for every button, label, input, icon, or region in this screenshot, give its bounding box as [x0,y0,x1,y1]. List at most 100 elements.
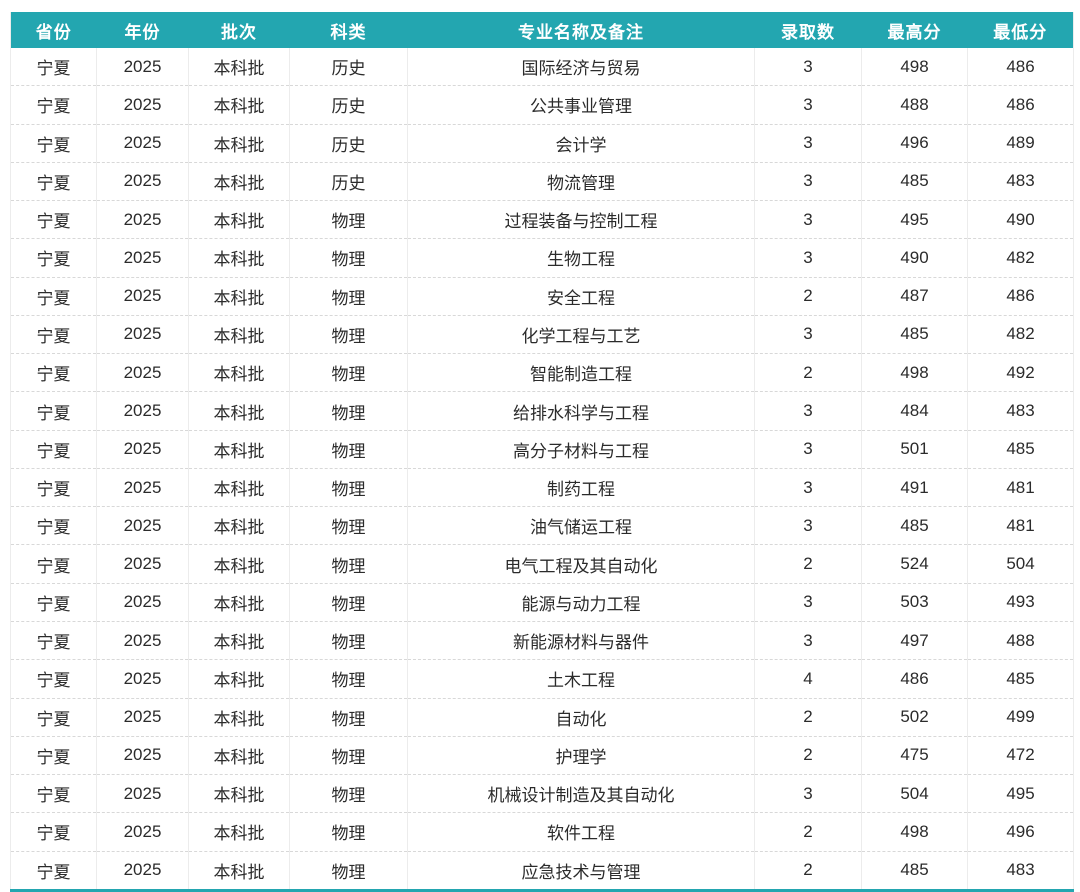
table-cell-lowest-score: 496 [967,812,1074,852]
table-cell-admitted-count: 2 [754,544,862,584]
table-row: 宁夏 2025 本科批 历史 国际经济与贸易 3 498 486 [10,48,1074,86]
table-cell-year: 2025 [96,582,189,622]
table-cell-lowest-score: 483 [967,391,1074,431]
table-cell-year: 2025 [96,314,189,354]
table-cell-lowest-score: 481 [967,506,1074,545]
table-cell-subject-type: 历史 [289,85,408,125]
table-cell-admitted-count: 2 [754,353,862,392]
table-cell-batch: 本科批 [188,620,290,660]
table-cell-subject-type: 物理 [289,544,408,584]
table-cell-province: 宁夏 [10,353,97,392]
table-cell-batch: 本科批 [188,85,290,125]
table-cell-batch: 本科批 [188,544,290,584]
table-cell-subject-type: 物理 [289,353,408,392]
table-row: 宁夏 2025 本科批 物理 过程装备与控制工程 3 495 490 [10,200,1074,239]
table-cell-batch: 本科批 [188,161,290,201]
table-cell-admitted-count: 2 [754,697,862,737]
table-row: 宁夏 2025 本科批 物理 电气工程及其自动化 2 524 504 [10,544,1074,584]
table-cell-lowest-score: 493 [967,582,1074,622]
table-cell-batch: 本科批 [188,48,290,86]
table-cell-major-name: 电气工程及其自动化 [407,544,755,584]
table-cell-lowest-score: 504 [967,544,1074,584]
table-row: 宁夏 2025 本科批 物理 油气储运工程 3 485 481 [10,506,1074,545]
table-cell-province: 宁夏 [10,85,97,125]
table-cell-batch: 本科批 [188,850,290,891]
table-cell-province: 宁夏 [10,735,97,775]
table-cell-highest-score: 485 [861,161,968,201]
table-cell-province: 宁夏 [10,161,97,201]
table-cell-admitted-count: 3 [754,200,862,239]
table-cell-subject-type: 物理 [289,314,408,354]
table-cell-major-name: 物流管理 [407,161,755,201]
table-row: 宁夏 2025 本科批 物理 智能制造工程 2 498 492 [10,353,1074,392]
table-cell-major-name: 自动化 [407,697,755,737]
table-cell-province: 宁夏 [10,544,97,584]
table-cell-year: 2025 [96,620,189,660]
table-cell-year: 2025 [96,467,189,507]
table-cell-year: 2025 [96,276,189,316]
table-cell-major-name: 软件工程 [407,812,755,852]
table-cell-highest-score: 498 [861,353,968,392]
table-cell-subject-type: 物理 [289,429,408,469]
table-cell-major-name: 能源与动力工程 [407,582,755,622]
table-cell-province: 宁夏 [10,391,97,431]
table-cell-batch: 本科批 [188,238,290,278]
table-cell-highest-score: 501 [861,429,968,469]
table-cell-lowest-score: 485 [967,659,1074,699]
table-cell-admitted-count: 3 [754,238,862,278]
table-cell-admitted-count: 2 [754,812,862,852]
table-cell-province: 宁夏 [10,276,97,316]
table-cell-batch: 本科批 [188,314,290,354]
table-cell-batch: 本科批 [188,659,290,699]
table-cell-subject-type: 物理 [289,238,408,278]
table-cell-year: 2025 [96,161,189,201]
table-cell-lowest-score: 483 [967,850,1074,891]
table-cell-highest-score: 485 [861,850,968,891]
table-cell-subject-type: 物理 [289,276,408,316]
table-cell-province: 宁夏 [10,429,97,469]
table-cell-subject-type: 物理 [289,582,408,622]
column-header-year: 年份 [96,12,189,48]
table-cell-major-name: 安全工程 [407,276,755,316]
table-cell-subject-type: 历史 [289,123,408,163]
table-row: 宁夏 2025 本科批 物理 高分子材料与工程 3 501 485 [10,429,1074,469]
table-cell-year: 2025 [96,353,189,392]
table-row: 宁夏 2025 本科批 物理 应急技术与管理 2 485 483 [10,850,1074,891]
table-cell-admitted-count: 2 [754,850,862,891]
table-cell-lowest-score: 472 [967,735,1074,775]
table-cell-admitted-count: 3 [754,85,862,125]
table-cell-highest-score: 503 [861,582,968,622]
table-cell-province: 宁夏 [10,697,97,737]
table-cell-admitted-count: 2 [754,276,862,316]
table-cell-lowest-score: 486 [967,276,1074,316]
table-cell-year: 2025 [96,544,189,584]
column-header-admitted-count: 录取数 [754,12,862,48]
table-cell-lowest-score: 482 [967,314,1074,354]
table-cell-major-name: 智能制造工程 [407,353,755,392]
table-cell-lowest-score: 482 [967,238,1074,278]
table-cell-highest-score: 495 [861,200,968,239]
table-cell-batch: 本科批 [188,774,290,813]
table-cell-year: 2025 [96,659,189,699]
column-header-major-name: 专业名称及备注 [407,12,755,48]
table-cell-batch: 本科批 [188,812,290,852]
table-cell-province: 宁夏 [10,582,97,622]
table-cell-highest-score: 498 [861,48,968,86]
table-cell-major-name: 国际经济与贸易 [407,48,755,86]
table-cell-major-name: 应急技术与管理 [407,850,755,891]
table-cell-batch: 本科批 [188,429,290,469]
table-cell-subject-type: 历史 [289,161,408,201]
column-header-highest-score: 最高分 [861,12,968,48]
table-cell-year: 2025 [96,774,189,813]
table-cell-province: 宁夏 [10,620,97,660]
table-cell-province: 宁夏 [10,812,97,852]
table-cell-year: 2025 [96,429,189,469]
table-row: 宁夏 2025 本科批 历史 会计学 3 496 489 [10,123,1074,163]
table-cell-admitted-count: 3 [754,467,862,507]
table-cell-batch: 本科批 [188,200,290,239]
table-cell-lowest-score: 486 [967,85,1074,125]
table-cell-lowest-score: 495 [967,774,1074,813]
table-row: 宁夏 2025 本科批 物理 能源与动力工程 3 503 493 [10,582,1074,622]
table-cell-highest-score: 504 [861,774,968,813]
table-cell-major-name: 土木工程 [407,659,755,699]
